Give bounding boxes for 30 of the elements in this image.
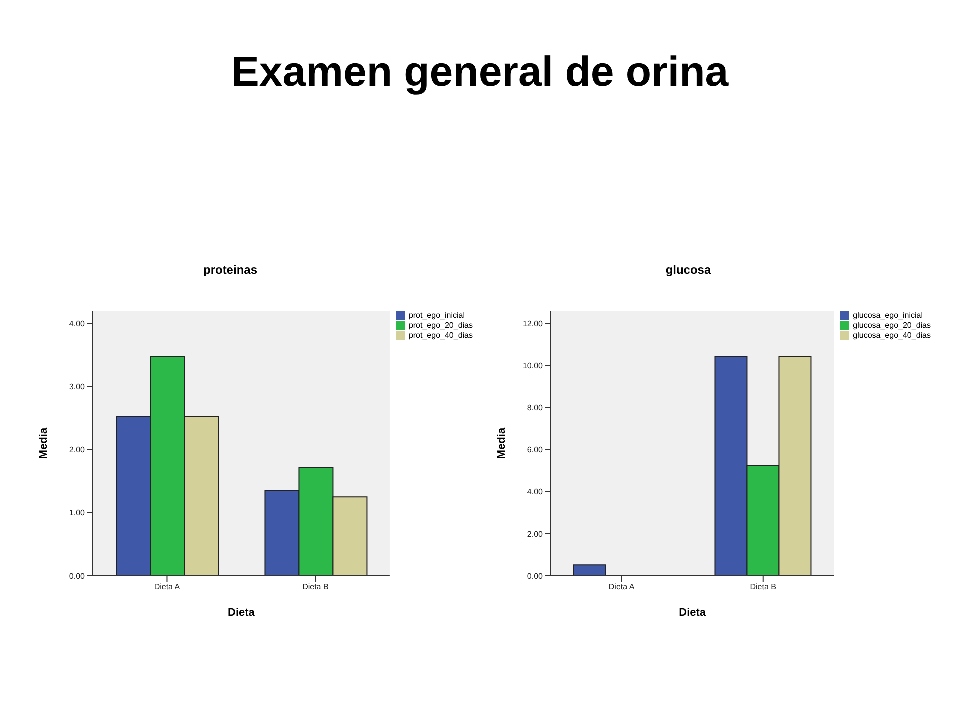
x-tick-label: Dieta A (154, 582, 181, 592)
y-tick-label: 1.00 (69, 508, 86, 518)
x-axis-title: Dieta (228, 607, 256, 619)
y-tick-label: 0.00 (527, 572, 544, 581)
legend-label: prot_ego_inicial (408, 311, 465, 320)
legend-label: glucosa_ego_20_dias (853, 321, 931, 330)
y-tick-label: 2.00 (527, 530, 544, 539)
x-axis-title: Dieta (679, 607, 707, 619)
chart-title: proteinas (202, 263, 258, 279)
legend-label: glucosa_ego_40_dias (853, 331, 931, 340)
legend-label: glucosa_ego_inicial (853, 311, 923, 320)
y-tick-label: 12.00 (522, 319, 544, 328)
legend-label: prot_ego_40_dias (408, 331, 473, 340)
x-tick-label: Dieta B (750, 582, 776, 592)
text: Examen general de orina (230, 48, 730, 96)
y-tick-label: 3.00 (69, 382, 86, 392)
y-axis-title: Media (38, 427, 50, 460)
y-tick-label: 4.00 (527, 488, 544, 497)
chart-title: glucosa (664, 263, 712, 279)
x-tick-label: Dieta B (302, 582, 329, 592)
bar (573, 564, 606, 576)
y-tick-label: 8.00 (527, 404, 544, 413)
y-tick-label: 10.00 (522, 362, 544, 371)
y-axis-title: Media (496, 427, 508, 460)
y-tick-label: 2.00 (69, 446, 86, 455)
x-tick-label: Dieta A (608, 582, 636, 592)
y-tick-label: 4.00 (69, 319, 86, 328)
legend-label: prot_ego_20_dias (408, 321, 473, 330)
y-tick-label: 0.00 (69, 572, 86, 581)
y-tick-label: 6.00 (527, 446, 544, 455)
